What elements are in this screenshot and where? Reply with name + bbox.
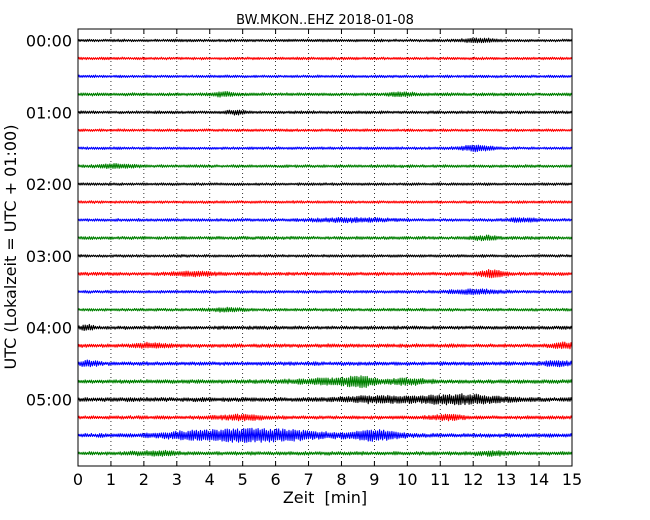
- trace: [77, 254, 573, 258]
- y-tick-label: 04:00: [26, 319, 72, 338]
- trace: [77, 359, 573, 368]
- x-tick-label: 14: [529, 470, 549, 489]
- x-tick-label: 7: [303, 470, 313, 489]
- trace: [77, 323, 573, 332]
- trace: [77, 182, 573, 186]
- x-tick-label: 12: [463, 470, 483, 489]
- plot-frame: [77, 28, 573, 467]
- trace: [77, 268, 573, 279]
- trace: [77, 162, 573, 170]
- trace: [77, 288, 573, 296]
- x-tick-label: 9: [369, 470, 379, 489]
- trace: [77, 234, 573, 242]
- y-tick-label: 02:00: [26, 175, 72, 194]
- trace: [77, 413, 573, 422]
- x-tick-label: 3: [172, 470, 182, 489]
- trace: [77, 306, 573, 313]
- trace: [77, 56, 573, 61]
- trace: [77, 341, 573, 350]
- trace: [77, 427, 573, 443]
- trace: [77, 91, 573, 98]
- x-ticks: 0 1 2 3 4 5 6 7 8 9 10 11 12 13 14 15: [73, 29, 582, 489]
- x-tick-label: 1: [106, 470, 116, 489]
- y-tick-label: 00:00: [26, 32, 72, 51]
- x-tick-label: 6: [271, 470, 281, 489]
- y-ticks: 00:00 01:00 02:00 03:00 04:00 05:00: [26, 32, 572, 410]
- y-tick-label: 05:00: [26, 391, 72, 410]
- chart-title: BW.MKON..EHZ 2018-01-08: [236, 13, 414, 28]
- x-tick-label: 5: [238, 470, 248, 489]
- trace: [77, 216, 573, 224]
- traces: [77, 37, 573, 457]
- y-axis-label: UTC (Lokalzeit = UTC + 01:00): [1, 125, 20, 370]
- x-tick-label: 0: [73, 470, 83, 489]
- y-tick-label: 01:00: [26, 103, 72, 122]
- trace: [77, 37, 573, 44]
- trace: [77, 200, 573, 204]
- trace: [77, 74, 573, 79]
- trace: [77, 109, 573, 116]
- trace: [77, 449, 573, 457]
- trace: [77, 375, 573, 389]
- x-tick-label: 11: [430, 470, 450, 489]
- trace: [77, 393, 573, 406]
- x-tick-label: 15: [562, 470, 582, 489]
- x-tick-label: 8: [336, 470, 346, 489]
- y-tick-label: 03:00: [26, 247, 72, 266]
- x-tick-label: 4: [205, 470, 215, 489]
- x-axis-label: Zeit [min]: [283, 488, 367, 507]
- x-grid: [110, 29, 540, 466]
- x-tick-label: 2: [139, 470, 149, 489]
- x-tick-label: 10: [397, 470, 417, 489]
- x-tick-label: 13: [496, 470, 516, 489]
- trace: [77, 128, 573, 133]
- trace: [77, 144, 573, 153]
